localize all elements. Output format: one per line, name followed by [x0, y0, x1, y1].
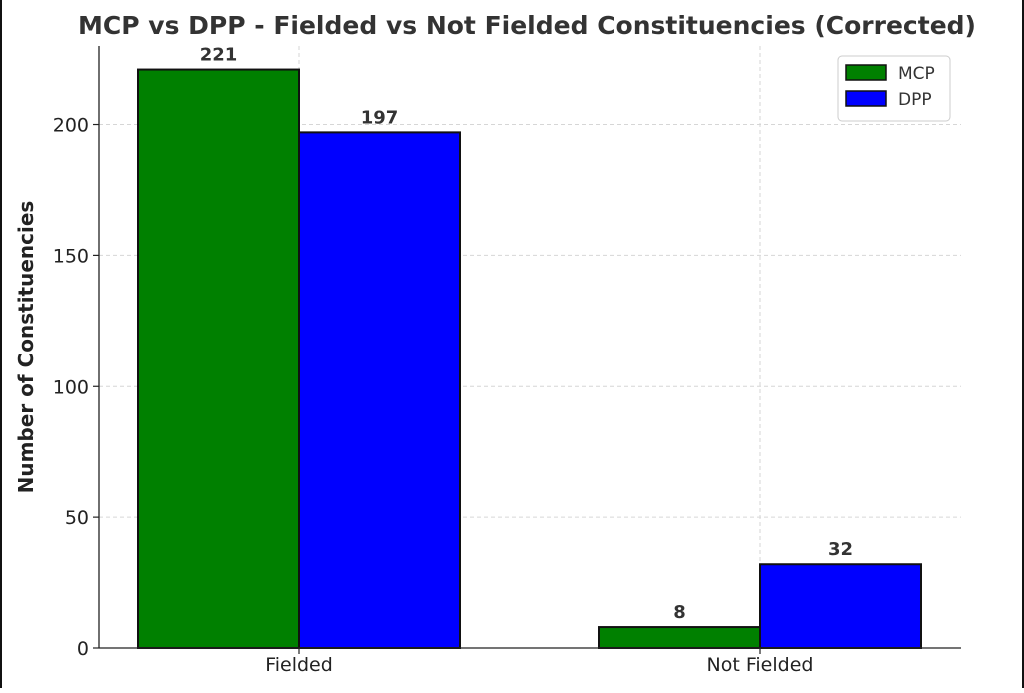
legend-swatch-dpp [845, 90, 887, 107]
axes: 0 50 100 150 200 Fielded Not Fielded [53, 46, 961, 676]
y-tick-label: 50 [65, 507, 89, 529]
data-label: 32 [828, 539, 853, 560]
y-tick-label: 150 [53, 245, 89, 267]
left-border [0, 0, 2, 688]
x-tick-label: Not Fielded [707, 654, 814, 676]
data-label: 8 [673, 602, 686, 623]
legend-label-dpp: DPP [898, 90, 932, 110]
chart-title: MCP vs DPP - Fielded vs Not Fielded Cons… [78, 11, 976, 40]
bar-mcp-not-fielded [598, 626, 761, 649]
legend-swatch-mcp [845, 64, 887, 81]
y-tick-label: 0 [77, 638, 89, 660]
data-label: 221 [200, 45, 238, 66]
data-label: 197 [361, 107, 399, 128]
bars [137, 68, 922, 650]
bar-dpp-not-fielded [759, 563, 922, 649]
legend: MCP DPP [837, 55, 951, 122]
y-tick-label: 200 [53, 115, 89, 137]
data-labels: 221 197 8 32 [200, 45, 853, 624]
y-axis-label: Number of Constituencies [14, 201, 38, 494]
right-border [1022, 0, 1024, 688]
bar-dpp-fielded [298, 131, 461, 650]
legend-label-mcp: MCP [898, 64, 935, 84]
x-tick-label: Fielded [265, 654, 333, 676]
bar-mcp-fielded [137, 68, 300, 649]
y-tick-label: 100 [53, 376, 89, 398]
